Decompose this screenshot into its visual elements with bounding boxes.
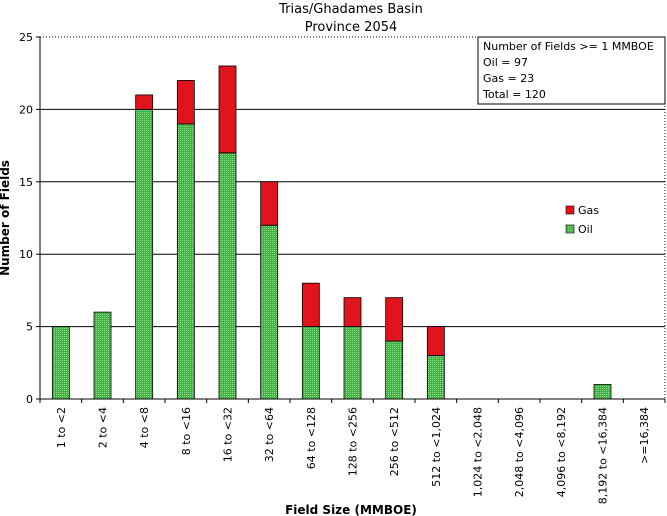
x-axis-label: Field Size (MMBOE) [285,503,417,516]
annotation-line: Number of Fields >= 1 MMBOE [483,40,654,53]
x-tick-label: 1,024 to <2,048 [472,407,485,497]
annotation-line: Oil = 97 [483,56,528,69]
x-tick-label: 16 to <32 [222,407,235,462]
bar-oil [176,123,195,400]
x-tick-label: 64 to <128 [305,407,318,469]
plot-area: 0 5 10 15 20 25 1 to <2 2 to <4 4 to <8 8 to <16 1… [19,31,666,504]
annotation-box: Number of Fields >= 1 MMBOE Oil = 97 Gas… [477,36,666,105]
y-tick-label: 20 [19,103,33,116]
bar-oil [593,384,612,400]
x-tick-label: 128 to <256 [347,407,360,476]
bar-oil [301,326,320,400]
chart-subtitle: Province 2054 [305,20,398,35]
bar-oil [135,109,154,400]
annotation-line: Gas = 23 [483,72,534,85]
y-tick-label: 5 [26,321,33,334]
bar-oil [426,355,445,400]
bar-oil [218,152,237,400]
y-tick-label: 0 [26,393,33,406]
y-tick-label: 25 [19,31,33,44]
x-tick-label: 256 to <512 [388,407,401,476]
bar-oil [260,224,279,400]
bar-gas [385,297,404,342]
x-tick-label: 512 to <1,024 [430,407,443,487]
bar-gas [343,297,362,328]
y-tick-label: 10 [19,248,33,261]
annotation-line: Total = 120 [482,88,546,101]
x-tick-label: 1 to <2 [55,407,68,448]
legend-swatch-oil [565,224,575,234]
x-tick-label: 4 to <8 [138,407,151,448]
y-tick-label: 15 [19,176,33,189]
bar-oil [93,311,112,400]
bar-gas [301,282,320,328]
legend-label-oil: Oil [578,223,593,236]
chart-title: Trias/Ghadames Basin [278,2,423,17]
bar-gas [260,181,279,226]
bar-gas [135,94,154,110]
bar-oil [51,326,70,400]
y-axis-label: Number of Fields [0,160,12,276]
bar-oil [343,326,362,400]
x-tick-label: 8 to <16 [180,407,193,455]
legend-label-gas: Gas [578,204,599,217]
bar-gas [218,65,237,154]
x-tick-label: 32 to <64 [263,407,276,462]
legend-swatch-gas [565,205,575,215]
x-tick-label: >=16,384 [638,407,651,464]
x-tick-label: 2,048 to <4,096 [513,407,526,497]
x-tick-label: 8,192 to <16,384 [597,407,610,504]
x-tick-label: 4,096 to <8,192 [555,407,568,497]
bar-gas [176,80,195,125]
bar-oil [385,340,404,400]
bar-gas [426,326,445,356]
x-tick-label: 2 to <4 [97,407,110,448]
legend: Gas Oil [565,204,599,236]
